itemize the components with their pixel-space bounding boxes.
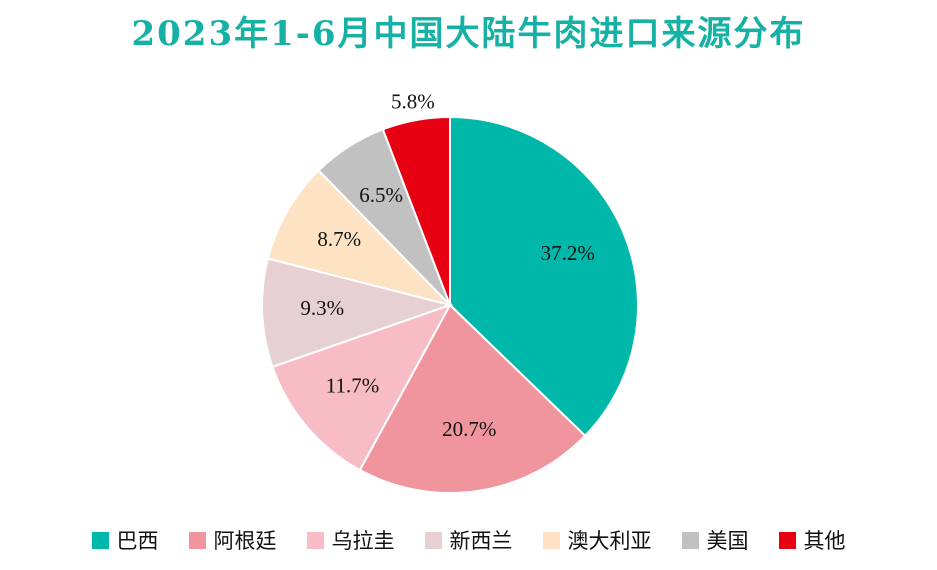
data-label-uruguay: 11.7% xyxy=(326,373,379,397)
data-label-usa: 6.5% xyxy=(359,183,403,207)
legend-item-australia: 澳大利亚 xyxy=(542,525,652,555)
legend-item-brazil: 巴西 xyxy=(91,525,159,555)
legend-item-usa: 美国 xyxy=(681,525,749,555)
legend-swatch-uruguay xyxy=(306,531,324,549)
legend-swatch-other xyxy=(778,531,796,549)
legend: 巴西 阿根廷 乌拉圭 新西兰 澳大利亚 美国 其他 xyxy=(0,525,937,555)
legend-swatch-usa xyxy=(681,531,699,549)
legend-label-australia: 澳大利亚 xyxy=(567,529,652,553)
legend-item-argentina: 阿根廷 xyxy=(188,525,277,555)
legend-swatch-australia xyxy=(542,531,560,549)
pie-slice-new-zealand xyxy=(261,257,454,369)
data-label-brazil: 37.2% xyxy=(541,241,595,265)
pie-slice-argentina xyxy=(358,303,587,494)
chart-title: 2023年1-6月中国大陆牛肉进口来源分布 xyxy=(131,14,806,54)
legend-label-argentina: 阿根廷 xyxy=(213,529,277,553)
legend-swatch-argentina xyxy=(188,531,206,549)
data-label-argentina: 20.7% xyxy=(442,417,496,441)
data-label-new-zealand: 9.3% xyxy=(300,296,344,320)
legend-item-uruguay: 乌拉圭 xyxy=(306,525,395,555)
legend-label-usa: 美国 xyxy=(706,529,749,553)
legend-label-new-zealand: 新西兰 xyxy=(449,529,513,553)
data-label-australia: 8.7% xyxy=(317,227,361,251)
pie-slice-uruguay xyxy=(271,303,453,472)
legend-label-other: 其他 xyxy=(803,529,846,553)
legend-item-other: 其他 xyxy=(778,525,846,555)
pie-slice-other xyxy=(381,115,451,306)
legend-swatch-new-zealand xyxy=(424,531,442,549)
legend-label-brazil: 巴西 xyxy=(116,529,159,553)
legend-swatch-brazil xyxy=(91,531,109,549)
data-label-other: 5.8% xyxy=(391,89,435,113)
legend-label-uruguay: 乌拉圭 xyxy=(331,529,395,553)
pie-slice-australia xyxy=(266,169,454,307)
legend-item-new-zealand: 新西兰 xyxy=(424,525,513,555)
pie-slice-brazil xyxy=(449,115,639,438)
